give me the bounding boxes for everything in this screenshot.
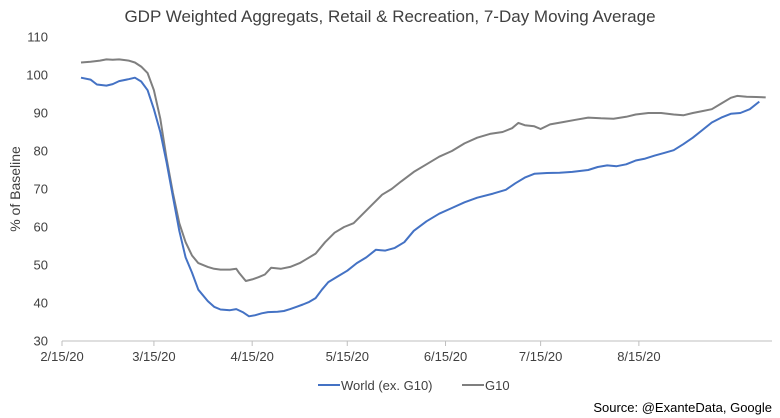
x-tick-label: 5/15/20 [326, 349, 369, 364]
y-tick-label: 50 [34, 258, 48, 273]
y-tick-label: 110 [27, 30, 48, 45]
x-tick-label: 7/15/20 [519, 349, 562, 364]
plot-area [80, 58, 766, 318]
y-tick-label: 100 [26, 68, 48, 83]
chart-title: GDP Weighted Aggregats, Retail & Recreat… [124, 7, 655, 26]
y-tick-label: 80 [34, 144, 48, 159]
y-tick-label: 40 [34, 296, 48, 311]
x-tick-label: 2/15/20 [40, 349, 83, 364]
series-line-world-ex-g10 [80, 76, 760, 318]
y-axis: 30 40 50 60 70 80 90 100 110 [26, 30, 48, 349]
legend-label: World (ex. G10) [341, 378, 433, 393]
y-tick-label: 30 [34, 334, 48, 349]
y-axis-label: % of Baseline [7, 146, 23, 232]
x-tick-label: 3/15/20 [132, 349, 175, 364]
legend-label: G10 [485, 378, 510, 393]
y-tick-label: 70 [34, 182, 48, 197]
x-tick-label: 6/15/20 [424, 349, 467, 364]
y-tick-label: 90 [34, 106, 48, 121]
y-tick-label: 60 [34, 220, 48, 235]
legend: World (ex. G10) G10 [318, 378, 510, 393]
x-tick-label: 4/15/20 [230, 349, 273, 364]
x-axis: 2/15/20 3/15/20 4/15/20 5/15/20 6/15/20 7/15/… [40, 340, 772, 364]
source-note: Source: @ExanteData, Google [593, 400, 772, 415]
x-tick-label: 8/15/20 [617, 349, 660, 364]
